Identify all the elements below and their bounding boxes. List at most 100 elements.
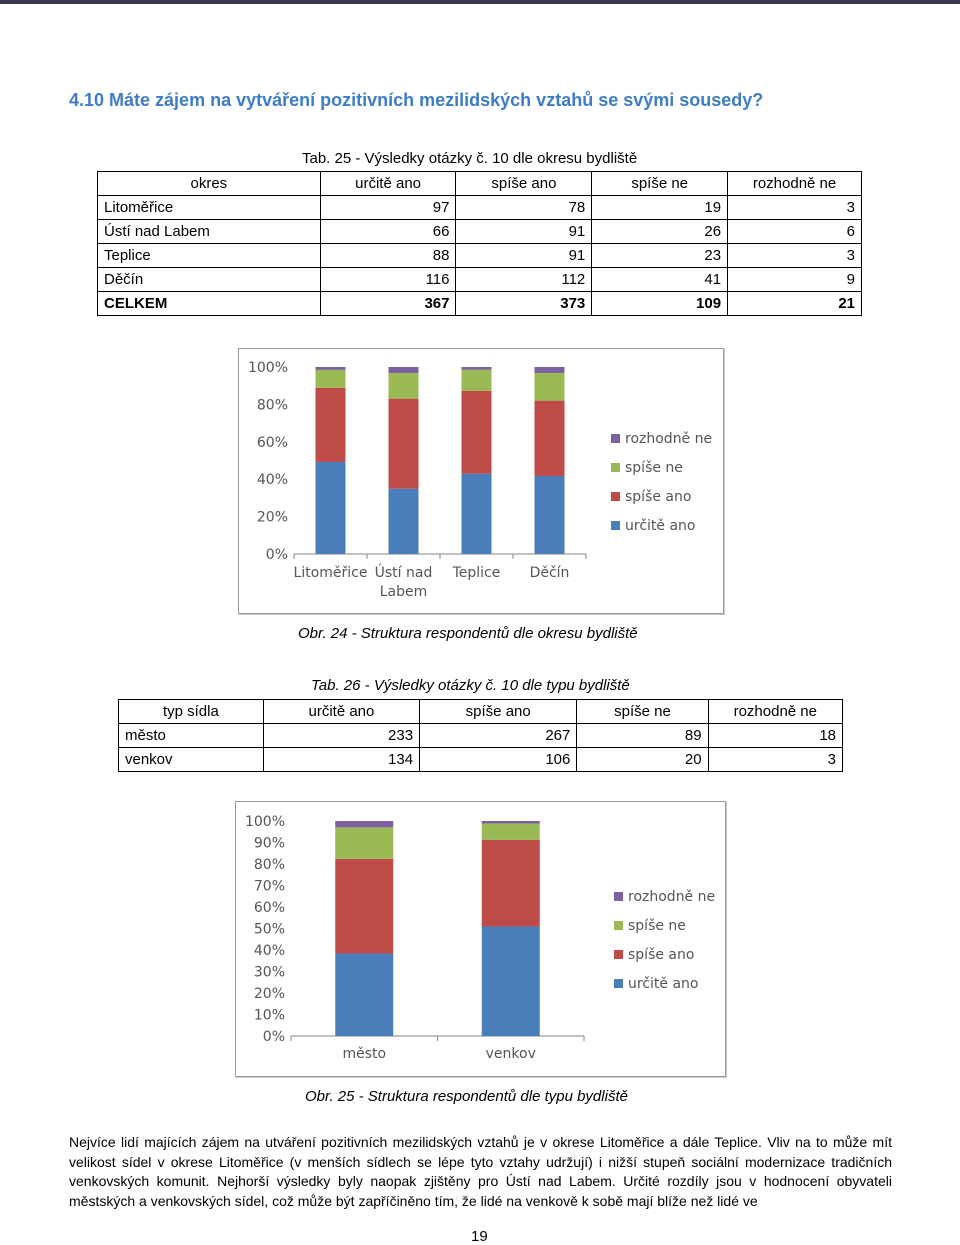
header-cell: rozhodně ne [727, 171, 862, 196]
bar-segment [335, 953, 394, 1036]
cell: 6 [727, 219, 862, 244]
cell: 41 [591, 267, 729, 292]
legend-label: rozhodně ne [625, 431, 712, 447]
cell: 112 [455, 267, 593, 292]
total-row: CELKEM 367 373 109 21 [97, 291, 862, 316]
legend-swatch [611, 434, 620, 443]
cell: 3 [727, 195, 862, 220]
cell: 267 [419, 723, 578, 748]
chart-by-settlement: 0% 10% 20% 30% 40% 50% 60% 70% 80% 90% 100% město ve… [235, 801, 726, 1077]
cell: 3 [707, 747, 844, 772]
y-tick-label: 100% [248, 360, 288, 376]
top-border [0, 0, 960, 4]
table1-header-row: okres určitě ano spíše ano spíše ne rozh… [97, 171, 862, 196]
body-paragraph: Nejvíce lidí majících zájem na utváření … [69, 1134, 892, 1209]
legend-label: spíše ano [625, 489, 691, 505]
cell: 106 [419, 747, 578, 772]
cell: 66 [319, 219, 457, 244]
legend-swatch [611, 521, 620, 530]
row-label: CELKEM [97, 291, 321, 316]
y-tick-label: 40% [257, 472, 288, 488]
legend-label: rozhodně ne [628, 889, 715, 905]
cell: 116 [319, 267, 457, 292]
y-tick-label: 20% [257, 510, 288, 526]
y-tick-label: 0% [263, 1029, 285, 1045]
bar-segment [315, 369, 346, 388]
row-label: Litoměřice [97, 195, 321, 220]
table-row: Litoměřice 97 78 19 3 [97, 195, 862, 220]
legend-swatch [614, 979, 623, 988]
y-tick-label: 10% [254, 1008, 285, 1024]
table2-caption: Tab. 26 - Výsledky otázky č. 10 dle typu… [311, 677, 630, 694]
y-tick-label: 40% [254, 943, 285, 959]
bar-segment [534, 367, 565, 374]
cell: 26 [591, 219, 729, 244]
y-tick-label: 20% [254, 986, 285, 1002]
table2-header-row: typ sídla určitě ano spíše ano spíše ne … [118, 699, 844, 724]
cell: 19 [591, 195, 729, 220]
y-tick-label: 80% [254, 857, 285, 873]
x-category-label: Děčín [530, 565, 570, 581]
legend-swatch [611, 492, 620, 501]
cell: 21 [727, 291, 862, 316]
bar-segment [315, 461, 346, 554]
header-cell: rozhodně ne [707, 699, 844, 724]
y-tick-label: 30% [254, 965, 285, 981]
chart-by-district: 0% 20% 40% 60% 80% 100% Litoměřice Ústí nad Labe… [238, 348, 724, 614]
bar-segment [335, 821, 394, 828]
legend-label: spíše ne [625, 460, 683, 476]
bar-segment [481, 926, 540, 1036]
y-tick-label: 60% [257, 435, 288, 451]
bar-segment [534, 400, 565, 476]
legend-swatch [611, 463, 620, 472]
cell: 97 [319, 195, 457, 220]
cell: 91 [455, 243, 593, 268]
cell: 91 [455, 219, 593, 244]
bar-segment [534, 373, 565, 401]
x-category-label: Litoměřice [294, 565, 368, 581]
table-by-settlement: typ sídla určitě ano spíše ano spíše ne … [118, 699, 844, 772]
cell: 109 [591, 291, 729, 316]
bar-segment [315, 367, 346, 370]
y-tick-label: 60% [254, 900, 285, 916]
bar-segment [388, 372, 419, 399]
bar-segment [315, 387, 346, 462]
x-category-label: Ústí nad [375, 563, 433, 581]
y-tick-label: 90% [254, 836, 285, 852]
bar-segment [461, 390, 492, 474]
table-row: Teplice 88 91 23 3 [97, 243, 862, 268]
figure2-caption: Obr. 25 - Struktura respondentů dle typu… [305, 1088, 628, 1105]
bar-segment [461, 369, 492, 391]
chart1-svg: 0% 20% 40% 60% 80% 100% Litoměřice Ústí nad Labe… [248, 360, 712, 600]
y-tick-label: 50% [254, 922, 285, 938]
row-label: Děčín [97, 267, 321, 292]
row-label: venkov [118, 747, 264, 772]
cell: 9 [727, 267, 862, 292]
bar-segment [534, 475, 565, 554]
chart2-svg: 0% 10% 20% 30% 40% 50% 60% 70% 80% 90% 100% město ve… [245, 814, 715, 1062]
header-cell: určitě ano [319, 171, 457, 196]
table-row: Ústí nad Labem 66 91 26 6 [97, 219, 862, 244]
cell: 367 [319, 291, 457, 316]
legend-label: spíše ne [628, 918, 686, 934]
table-row: Děčín 116 112 41 9 [97, 267, 862, 292]
legend-label: určitě ano [625, 518, 695, 534]
bar-segment [388, 398, 419, 489]
cell: 89 [576, 723, 709, 748]
x-category-label: město [342, 1046, 386, 1062]
row-label: město [118, 723, 264, 748]
legend-swatch [614, 892, 623, 901]
bar-segment [335, 858, 394, 954]
cell: 20 [576, 747, 709, 772]
table-row: město 233 267 89 18 [118, 723, 844, 748]
header-cell: typ sídla [118, 699, 264, 724]
bar-segment [461, 473, 492, 554]
bar-segment [481, 821, 540, 824]
cell: 78 [455, 195, 593, 220]
table1-caption: Tab. 25 - Výsledky otázky č. 10 dle okre… [302, 150, 638, 167]
table-by-district: okres určitě ano spíše ano spíše ne rozh… [97, 171, 862, 316]
cell: 373 [455, 291, 593, 316]
bar-segment [481, 839, 540, 927]
cell: 23 [591, 243, 729, 268]
legend-swatch [614, 921, 623, 930]
